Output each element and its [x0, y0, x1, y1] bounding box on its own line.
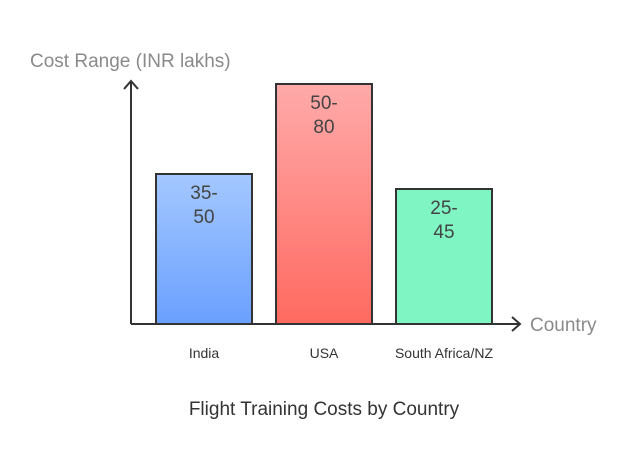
y-axis-title: Cost Range (INR lakhs) [30, 51, 231, 72]
x-axis-title: Country [530, 315, 597, 336]
value-label-india-high: 50 [193, 207, 214, 228]
value-label-usa-low: 50- [310, 93, 337, 114]
value-labels-group: 35- 50 50- 80 25- 45 [190, 93, 457, 243]
value-label-south-africa-nz-high: 45 [433, 222, 454, 243]
bars-group [155, 83, 493, 325]
value-label-usa-high: 80 [313, 117, 334, 138]
chart-title: Flight Training Costs by Country [189, 399, 460, 420]
bar-india [155, 173, 253, 325]
value-label-india-low: 35- [190, 183, 217, 204]
category-label-south-africa-nz: South Africa/NZ [395, 345, 493, 361]
bar-south-africa-nz [395, 188, 493, 325]
bar-usa [275, 83, 373, 325]
x-axis-arrow-icon [511, 316, 522, 332]
y-axis-arrow-icon [123, 79, 139, 90]
category-label-usa: USA [310, 345, 339, 361]
category-labels-group: India USA South Africa/NZ [189, 345, 494, 361]
category-label-india: India [189, 345, 220, 361]
value-label-south-africa-nz-low: 25- [430, 198, 457, 219]
